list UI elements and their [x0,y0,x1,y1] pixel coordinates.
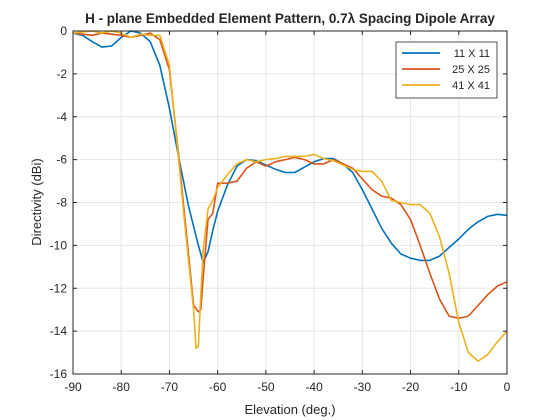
y-tick-label: 0 [60,24,67,38]
x-tick-label: -40 [305,380,323,394]
x-tick-label: -50 [257,380,275,394]
x-tick-label: -80 [113,380,131,394]
x-tick-labels: -90 -80 -70 -60 -50 -40 -30 -20 -10 0 [64,380,510,394]
y-tick-label: -16 [50,367,68,381]
y-tick-label: -8 [56,196,67,210]
y-tick-label: -14 [50,324,68,338]
x-tick-label: -30 [354,380,372,394]
y-tick-label: -2 [56,67,67,81]
x-tick-label: -90 [64,380,82,394]
series-line-1 [72,30,508,264]
y-tick-label: -6 [56,153,67,167]
series-layer [72,30,508,362]
legend-box [395,41,498,99]
x-tick-label: 0 [504,380,511,394]
x-tick-label: -10 [450,380,468,394]
legend-label-3: 41 X 41 [452,80,490,92]
y-tick-label: -4 [56,110,67,124]
legend-entries: 11 X 11 25 X 25 41 X 41 [402,48,490,92]
y-axis-label: Directivity (dBi) [29,158,44,245]
legend: 11 X 11 25 X 25 41 X 41 [395,41,498,99]
y-tick-label: -10 [50,238,68,252]
x-tick-label: -60 [209,380,227,394]
x-tick-label: -70 [161,380,179,394]
series-line-3 [72,30,508,362]
legend-label-2: 25 X 25 [452,64,490,76]
y-tick-labels: 0 -2 -4 -6 -8 -10 -12 -14 -16 [50,24,68,381]
x-tick-label: -20 [402,380,420,394]
x-axis-label: Elevation (deg.) [244,402,335,417]
legend-label-1: 11 X 11 [454,48,490,60]
ticks [72,30,508,375]
chart-title: H - plane Embedded Element Pattern, 0.7λ… [85,11,495,26]
y-tick-label: -12 [50,281,68,295]
